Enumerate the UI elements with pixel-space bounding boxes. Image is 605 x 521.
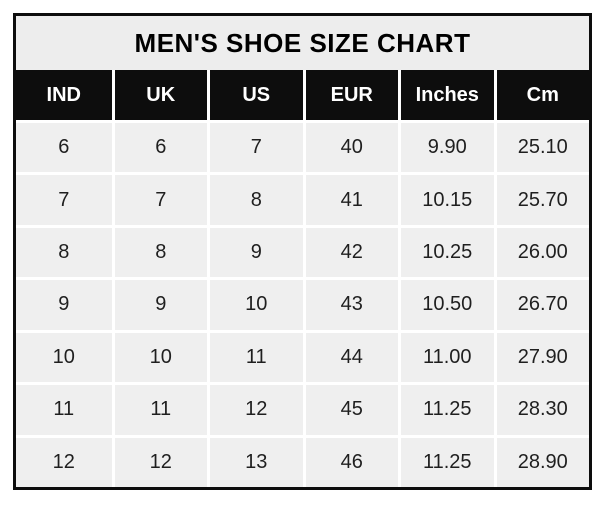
table-cell: 11.25 — [398, 382, 494, 435]
table-cell: 12 — [207, 382, 303, 435]
table-cell: 41 — [302, 172, 398, 225]
table-cell: 12 — [16, 434, 112, 487]
header-cell-ind: IND — [16, 70, 112, 120]
table-cell: 11.00 — [398, 329, 494, 383]
table-cell: 10 — [111, 329, 207, 383]
table-cell: 25.10 — [493, 120, 589, 173]
header-row: IND UK US EUR Inches Cm — [16, 70, 589, 120]
header-cell-cm: Cm — [493, 70, 589, 120]
table-cell: 13 — [207, 434, 303, 487]
table-cell: 28.90 — [493, 434, 589, 487]
table-cell: 40 — [302, 120, 398, 173]
table-cell: 44 — [302, 329, 398, 383]
size-table-body: 6 6 7 40 9.90 25.10 7 7 8 41 10.15 25.70 8 8 9 42 10.25 2… — [16, 120, 589, 487]
table-cell: 25.70 — [493, 172, 589, 225]
header-cell-inches: Inches — [398, 70, 494, 120]
table-cell: 26.00 — [493, 224, 589, 278]
table-cell: 26.70 — [493, 277, 589, 330]
table-cell: 10 — [16, 329, 112, 383]
table-cell: 45 — [302, 382, 398, 435]
table-row: 6 6 7 40 9.90 25.10 — [16, 120, 589, 173]
page-title: MEN'S SHOE SIZE CHART — [16, 16, 589, 70]
table-cell: 10.50 — [398, 277, 494, 330]
header-cell-uk: UK — [111, 70, 207, 120]
table-cell: 8 — [16, 224, 112, 278]
table-cell: 8 — [111, 224, 207, 278]
table-cell: 6 — [16, 120, 112, 173]
table-cell: 11 — [16, 382, 112, 435]
table-cell: 6 — [111, 120, 207, 173]
table-cell: 9 — [111, 277, 207, 330]
size-table-header: IND UK US EUR Inches Cm — [16, 70, 589, 120]
table-cell: 11.25 — [398, 434, 494, 487]
table-cell: 9.90 — [398, 120, 494, 173]
table-cell: 7 — [111, 172, 207, 225]
table-cell: 11 — [111, 382, 207, 435]
table-cell: 28.30 — [493, 382, 589, 435]
table-cell: 10.15 — [398, 172, 494, 225]
table-cell: 7 — [207, 120, 303, 173]
table-row: 9 9 10 43 10.50 26.70 — [16, 277, 589, 330]
table-cell: 10.25 — [398, 224, 494, 278]
table-row: 11 11 12 45 11.25 28.30 — [16, 382, 589, 435]
size-table: IND UK US EUR Inches Cm 6 6 7 40 9.90 25.10 7 7… — [16, 70, 589, 487]
table-cell: 10 — [207, 277, 303, 330]
table-row: 12 12 13 46 11.25 28.90 — [16, 434, 589, 487]
table-cell: 46 — [302, 434, 398, 487]
table-row: 7 7 8 41 10.15 25.70 — [16, 172, 589, 225]
header-cell-eur: EUR — [302, 70, 398, 120]
table-cell: 12 — [111, 434, 207, 487]
table-cell: 9 — [207, 224, 303, 278]
table-cell: 43 — [302, 277, 398, 330]
table-cell: 27.90 — [493, 329, 589, 383]
table-cell: 9 — [16, 277, 112, 330]
table-cell: 8 — [207, 172, 303, 225]
table-row: 10 10 11 44 11.00 27.90 — [16, 329, 589, 383]
header-cell-us: US — [207, 70, 303, 120]
table-cell: 42 — [302, 224, 398, 278]
table-row: 8 8 9 42 10.25 26.00 — [16, 224, 589, 278]
shoe-size-chart: MEN'S SHOE SIZE CHART IND UK US EUR Inch… — [13, 13, 592, 490]
table-cell: 11 — [207, 329, 303, 383]
table-cell: 7 — [16, 172, 112, 225]
